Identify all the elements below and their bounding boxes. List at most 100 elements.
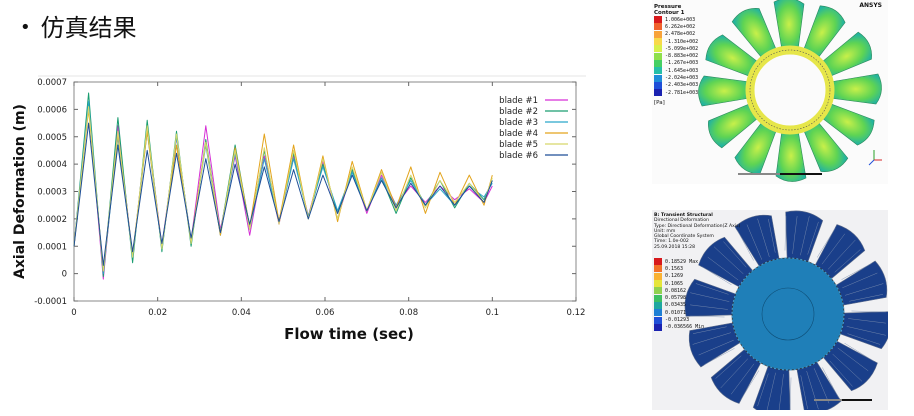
blade-mesh-lines: [829, 342, 874, 387]
legend-value: 0.03435: [665, 302, 687, 309]
legend-swatch: [654, 52, 662, 60]
pressure-color-legend: 1.006e+003 6.262e+002 2.478e+002 -1.310e+00…: [654, 16, 699, 97]
blade-mesh-lines: [800, 367, 839, 410]
legend-label-5: blade #5: [499, 140, 538, 150]
legend-value: 0.08162: [665, 287, 687, 294]
legend-swatch: [654, 280, 662, 288]
legend-swatch: [654, 67, 662, 75]
legend-swatch: [654, 23, 662, 31]
legend-swatch: [654, 309, 662, 317]
impeller-blade: [710, 347, 763, 404]
blade-mesh-lines: [841, 263, 884, 302]
y-tick-label: 0: [62, 270, 67, 280]
legend-value: -0.01293: [665, 317, 690, 324]
legend-row: 0.1269: [654, 272, 704, 280]
impeller-blade: [698, 75, 751, 107]
y-tick-label: 0.0007: [37, 78, 67, 88]
legend-row: 0.1563: [654, 265, 704, 273]
legend-value: -8.883e+002: [665, 53, 699, 60]
x-tick-label: 0.04: [232, 308, 251, 318]
legend-value: -5.099e+002: [665, 45, 699, 52]
y-tick-label: 0.0003: [37, 188, 67, 198]
x-tick-label: 0.02: [148, 308, 167, 318]
pressure-unit: [Pa]: [654, 100, 665, 106]
legend-value: -2.781e+003: [665, 89, 699, 96]
legend-swatch: [654, 272, 662, 280]
hub-disk: [731, 257, 845, 371]
legend-swatch: [654, 38, 662, 46]
title-bullet: •: [20, 17, 31, 38]
x-tick-label: 0.06: [316, 308, 335, 318]
y-tick-label: 0.0001: [37, 242, 67, 252]
impeller-blade: [802, 120, 849, 172]
slide-title: • 仿真结果: [20, 8, 137, 43]
impeller-pressure-render: [698, 0, 882, 182]
legend-row: 0.08162: [654, 287, 704, 295]
legend-value: 0.01071: [665, 309, 687, 316]
legend-value: -1.310e+002: [665, 38, 699, 45]
impeller-blade: [734, 214, 780, 269]
legend-row: -0.01293: [654, 316, 704, 324]
legend-row: -0.036566 Min: [654, 323, 705, 331]
legend-swatch: [654, 45, 662, 53]
blade-mesh-lines: [784, 216, 819, 256]
legend-row: 0.01071: [654, 309, 704, 317]
legend-value: 0.1065: [665, 280, 684, 287]
legend-row: -8.883e+002: [654, 52, 699, 60]
legend-label-2: blade #2: [499, 107, 538, 117]
legend-row: 1.006e+003: [654, 16, 698, 24]
impeller-blade: [775, 129, 807, 182]
blade-mesh-lines: [692, 326, 735, 365]
impeller-blade: [688, 322, 743, 368]
legend-swatch: [654, 258, 662, 266]
x-tick-label: 0: [71, 308, 76, 318]
legend-row: -1.267e+003: [654, 59, 699, 67]
legend-row: 6.262e+002: [654, 23, 698, 31]
legend-swatch: [654, 294, 662, 302]
impeller-blade: [705, 34, 760, 78]
impeller-blade: [820, 102, 875, 146]
legend-swatch: [654, 16, 662, 24]
impeller-blade: [821, 339, 878, 392]
legend-swatch: [654, 316, 662, 324]
pressure-header: Pressure Contour 1: [654, 4, 685, 17]
y-tick-label: 0.0002: [37, 215, 67, 225]
pressure-contour-panel: Pressure Contour 1 1.006e+003 6.262e+002 2…: [652, 0, 888, 184]
series-line-4: [73, 108, 493, 272]
ansys-logo: ANSYS: [859, 2, 882, 9]
legend-value: -2.024e+003: [665, 75, 699, 82]
series-line-6: [73, 122, 493, 266]
legend-swatch: [654, 301, 662, 309]
legend-row: -1.310e+002: [654, 38, 699, 46]
legend-label-6: blade #6: [499, 151, 538, 161]
impeller-blade: [820, 31, 872, 78]
impeller-blade: [708, 102, 760, 149]
blade-mesh-lines: [715, 355, 760, 400]
legend-row: 2.478e+002: [654, 30, 698, 38]
legend-label-1: blade #1: [499, 96, 538, 106]
legend-row: 0.03435: [654, 301, 704, 309]
legend-row: 0.18529 Max: [654, 258, 704, 266]
series-line-1: [73, 103, 493, 280]
x-axis-label: Flow time (sec): [284, 325, 414, 343]
blade-mesh-lines: [702, 241, 747, 286]
axis-triad-icon: [868, 150, 882, 166]
blade-mesh-lines: [846, 310, 886, 345]
x-tick-label: 0.08: [399, 308, 418, 318]
legend-value: 6.262e+002: [665, 23, 696, 30]
blade-mesh-lines: [737, 218, 776, 261]
impeller-blade: [785, 210, 824, 265]
legend-swatch: [654, 74, 662, 82]
legend-swatch: [654, 59, 662, 67]
legend-row: -2.781e+003: [654, 89, 699, 97]
legend-value: -0.036566 Min: [665, 324, 705, 331]
deformation-header: B: Transient Structural Directional Defo…: [654, 213, 741, 250]
axial-deformation-chart: -0.0001 0 0.0001 0.0002 0.0003 0.0004 0.0005 0.…: [12, 75, 586, 343]
series-line-3: [73, 100, 493, 275]
legend-swatch: [654, 265, 662, 273]
legend-value: -1.267e+003: [665, 60, 699, 67]
legend-row: -2.024e+003: [654, 74, 699, 82]
legend-row: -2.403e+003: [654, 81, 698, 89]
legend-row: -1.645e+003: [654, 67, 698, 75]
blade-mesh-lines: [757, 372, 792, 410]
